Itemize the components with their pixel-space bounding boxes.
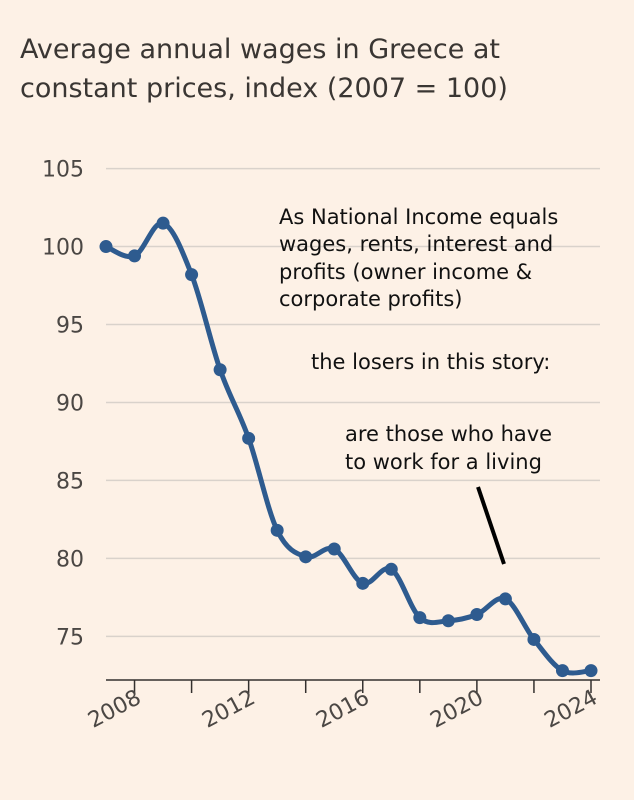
data-point <box>99 240 113 254</box>
data-point <box>327 542 341 556</box>
y-axis-labels: 105 100 95 90 85 80 75 <box>42 158 84 651</box>
annotation-line-5: the losers in this story: <box>311 350 550 374</box>
annotation-pointer <box>476 486 506 565</box>
y-tick-label: 75 <box>56 625 84 650</box>
chart-title: Average annual wages in Greece at consta… <box>20 30 620 108</box>
data-point <box>498 592 512 606</box>
chart-title-line-2: constant prices, index (2007 = 100) <box>20 73 508 104</box>
data-point <box>213 363 227 377</box>
x-tick-label: 2020 <box>427 685 488 733</box>
y-tick-label: 80 <box>56 547 84 572</box>
annotation-line-6: are those who have <box>345 422 552 446</box>
x-tick-label: 2012 <box>198 685 259 733</box>
annotations: As National Income equals wages, rents, … <box>279 205 558 565</box>
y-tick-label: 85 <box>56 469 84 494</box>
annotation-line-2: wages, rents, interest and <box>279 232 553 256</box>
annotation-line-7: to work for a living <box>345 450 542 474</box>
annotation-line-1: As National Income equals <box>279 205 558 229</box>
x-tick-label: 2024 <box>541 685 602 733</box>
data-point <box>441 614 455 628</box>
y-tick-label: 90 <box>56 391 84 416</box>
data-point <box>242 431 256 445</box>
data-point <box>270 523 284 537</box>
annotation-line-4: corporate profits) <box>279 287 462 311</box>
grid-lines <box>106 167 600 638</box>
data-point <box>470 608 484 622</box>
data-point <box>384 562 398 576</box>
y-tick-label: 95 <box>56 314 84 339</box>
data-point <box>185 268 199 282</box>
x-tick-label: 2008 <box>84 685 145 733</box>
data-point <box>527 632 541 646</box>
data-point <box>156 216 170 230</box>
y-tick-label: 105 <box>42 158 84 183</box>
x-tick-label: 2016 <box>312 685 373 733</box>
data-point <box>128 249 142 263</box>
y-tick-label: 100 <box>42 236 84 261</box>
annotation-line-3: profits (owner income & <box>279 260 532 284</box>
data-point <box>584 664 598 678</box>
data-point <box>413 611 427 625</box>
data-point <box>555 664 569 678</box>
x-axis-ticks: 2008 2012 2016 2020 2024 <box>84 680 602 734</box>
data-point <box>356 576 370 590</box>
chart-title-line-1: Average annual wages in Greece at <box>20 34 501 65</box>
series-wages <box>99 216 598 678</box>
data-point <box>299 550 313 564</box>
